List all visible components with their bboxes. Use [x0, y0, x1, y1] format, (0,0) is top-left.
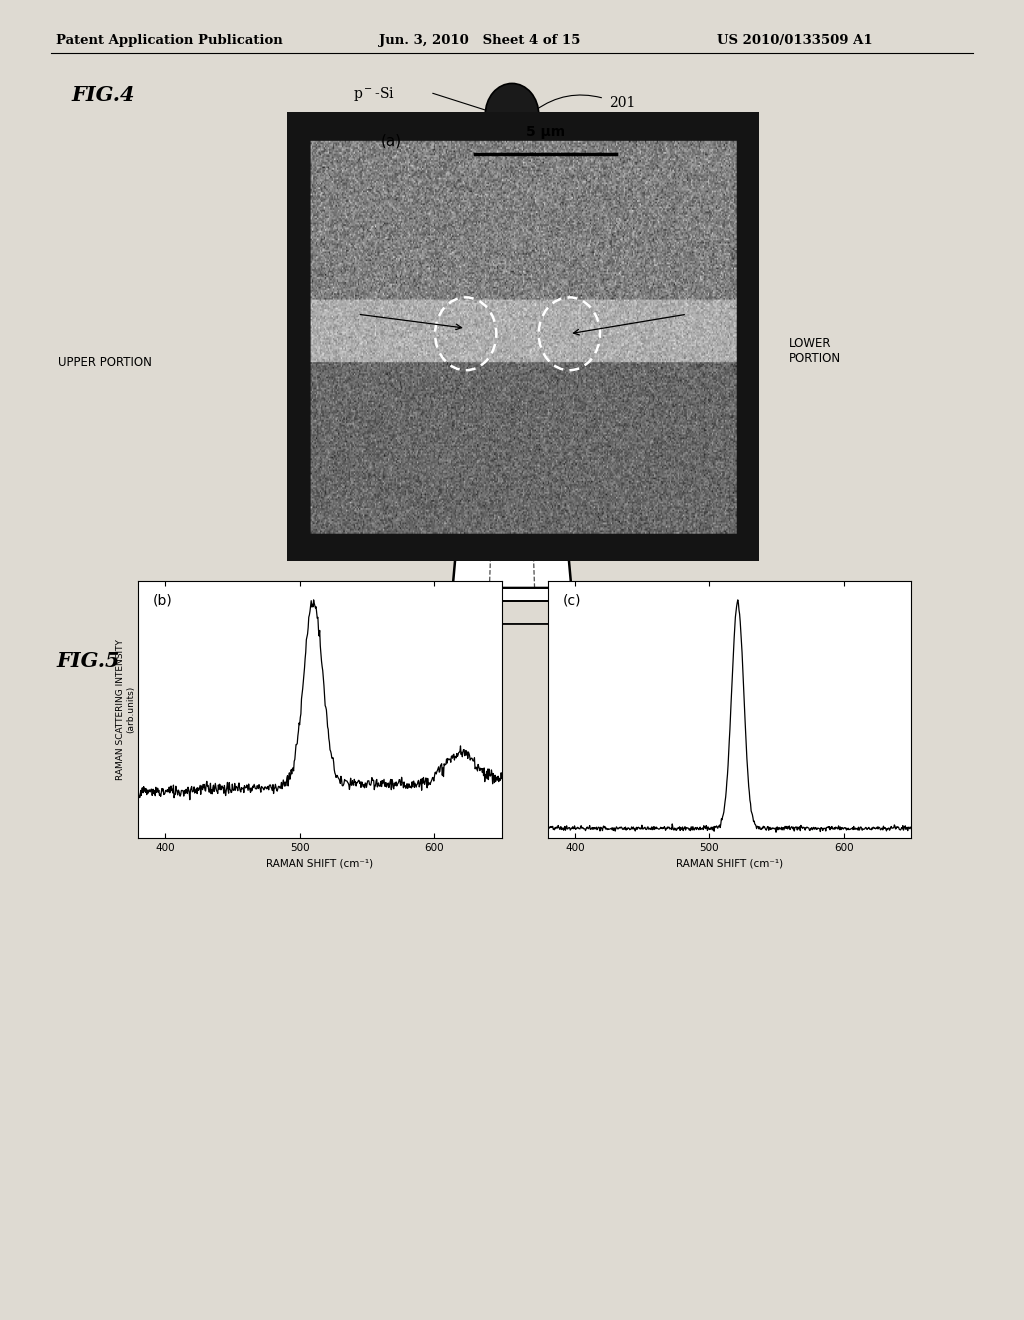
Text: (a): (a) — [381, 133, 402, 149]
Ellipse shape — [485, 83, 539, 147]
Text: FIG.5: FIG.5 — [56, 651, 120, 671]
Text: LOWER
PORTION: LOWER PORTION — [788, 337, 841, 364]
X-axis label: RAMAN SHIFT (cm⁻¹): RAMAN SHIFT (cm⁻¹) — [266, 858, 374, 869]
Text: p$^-$-Si: p$^-$-Si — [353, 86, 395, 103]
Text: FIG.4: FIG.4 — [72, 86, 135, 106]
Text: UPPER PORTION: UPPER PORTION — [58, 355, 153, 368]
Text: 201: 201 — [609, 96, 636, 111]
Text: US 2010/0133509 A1: US 2010/0133509 A1 — [717, 33, 872, 46]
Polygon shape — [453, 132, 571, 587]
Text: Jun. 3, 2010   Sheet 4 of 15: Jun. 3, 2010 Sheet 4 of 15 — [379, 33, 581, 46]
Y-axis label: RAMAN SCATTERING INTENSITY
(arb.units): RAMAN SCATTERING INTENSITY (arb.units) — [116, 639, 135, 780]
Text: p$^+$-Si: p$^+$-Si — [323, 579, 365, 599]
Text: 204: 204 — [625, 338, 656, 355]
Text: (c): (c) — [562, 594, 581, 607]
Text: Patent Application Publication: Patent Application Publication — [56, 33, 283, 46]
X-axis label: RAMAN SHIFT (cm⁻¹): RAMAN SHIFT (cm⁻¹) — [676, 858, 783, 869]
Text: (b): (b) — [153, 594, 172, 607]
FancyBboxPatch shape — [443, 587, 581, 601]
Text: 211: 211 — [599, 609, 626, 622]
Text: 5 μm: 5 μm — [526, 125, 565, 140]
